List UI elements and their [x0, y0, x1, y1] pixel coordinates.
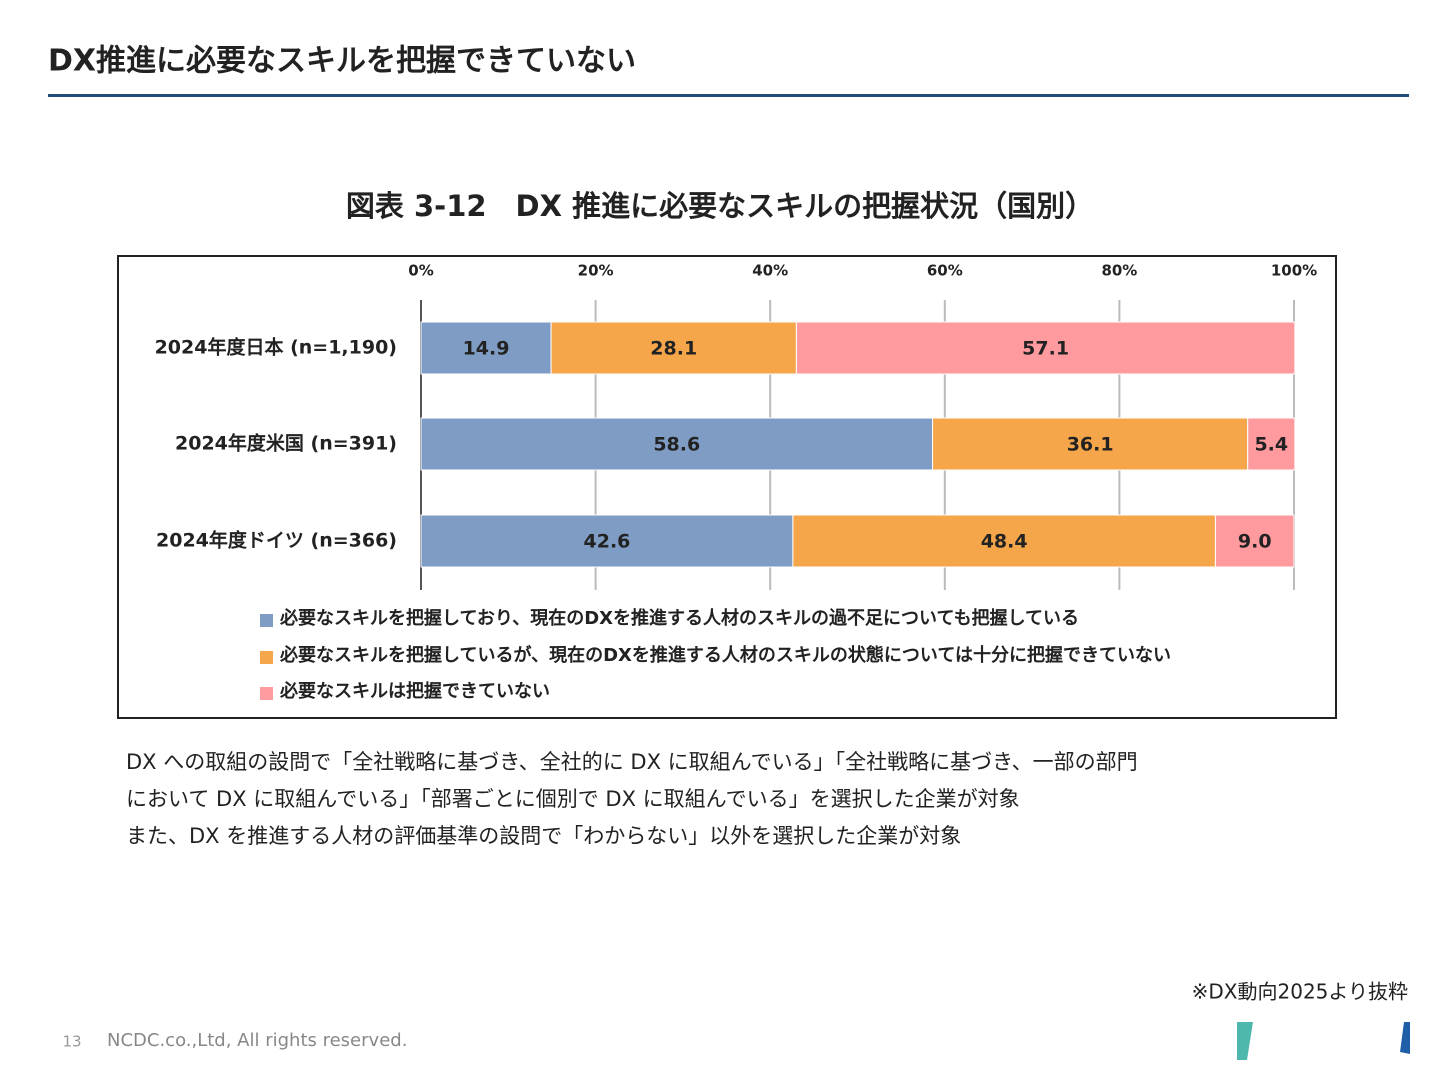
x-tick-label: 0% — [408, 262, 433, 280]
x-tick-label: 40% — [752, 262, 788, 280]
y-tick-label: 2024年度米国 (n=391) — [175, 432, 397, 455]
bar-segment — [550, 321, 797, 375]
bar-segment — [795, 321, 1296, 375]
data-label: 28.1 — [650, 338, 697, 360]
bar-segment — [420, 417, 934, 471]
y-tick-label: 2024年度ドイツ (n=366) — [156, 529, 397, 552]
slide-title: DX推進に必要なスキルを把握できていない — [48, 44, 636, 79]
copyright: NCDC.co.,Ltd, All rights reserved. — [107, 1030, 407, 1051]
decoration — [1237, 1022, 1253, 1060]
data-label: 42.6 — [584, 531, 631, 553]
data-label: 36.1 — [1067, 434, 1114, 456]
legend-label: 必要なスキルを把握しているが、現在のDXを推進する人材のスキルの状態については十… — [279, 644, 1171, 666]
legend-swatch — [260, 687, 273, 700]
data-label: 57.1 — [1022, 338, 1069, 360]
bar-segment — [1247, 417, 1296, 471]
bar-segment — [932, 417, 1249, 471]
source: ※DX動向2025より抜粋 — [1192, 980, 1408, 1004]
note: において DX に取組んでいる」「部署ごとに個別で DX に取組んでいる」を選択… — [126, 787, 1020, 811]
data-label: 5.4 — [1254, 434, 1288, 456]
bar-segment — [420, 321, 552, 375]
legend-label: 必要なスキルは把握できていない — [279, 680, 550, 702]
legend-label: 必要なスキルを把握しており、現在のDXを推進する人材のスキルの過不足についても把… — [279, 607, 1079, 629]
legend-swatch — [260, 614, 273, 627]
note: また、DX を推進する人材の評価基準の設問で「わからない」以外を選択した企業が対… — [126, 824, 961, 848]
y-tick-label: 2024年度日本 (n=1,190) — [155, 336, 397, 359]
x-tick-label: 60% — [927, 262, 963, 280]
data-label: 9.0 — [1238, 531, 1272, 553]
chart-frame — [117, 255, 1337, 719]
data-label: 48.4 — [981, 531, 1028, 553]
legend-swatch — [260, 651, 273, 664]
title-rule — [48, 94, 1409, 97]
bar-segment — [792, 514, 1216, 568]
data-label: 14.9 — [463, 338, 510, 360]
x-tick-label: 80% — [1101, 262, 1137, 280]
x-tick-label: 100% — [1271, 262, 1317, 280]
x-tick-label: 20% — [578, 262, 614, 280]
bar-segment — [1214, 514, 1295, 568]
note: DX への取組の設問で「全社戦略に基づき、全社的に DX に取組んでいる」「全社… — [126, 750, 1138, 774]
decoration — [1400, 1022, 1410, 1054]
data-label: 58.6 — [653, 434, 700, 456]
page-number: 13 — [62, 1033, 81, 1051]
chart-title: 図表 3-12 DX 推進に必要なスキルの把握状況（国別） — [346, 189, 1094, 223]
